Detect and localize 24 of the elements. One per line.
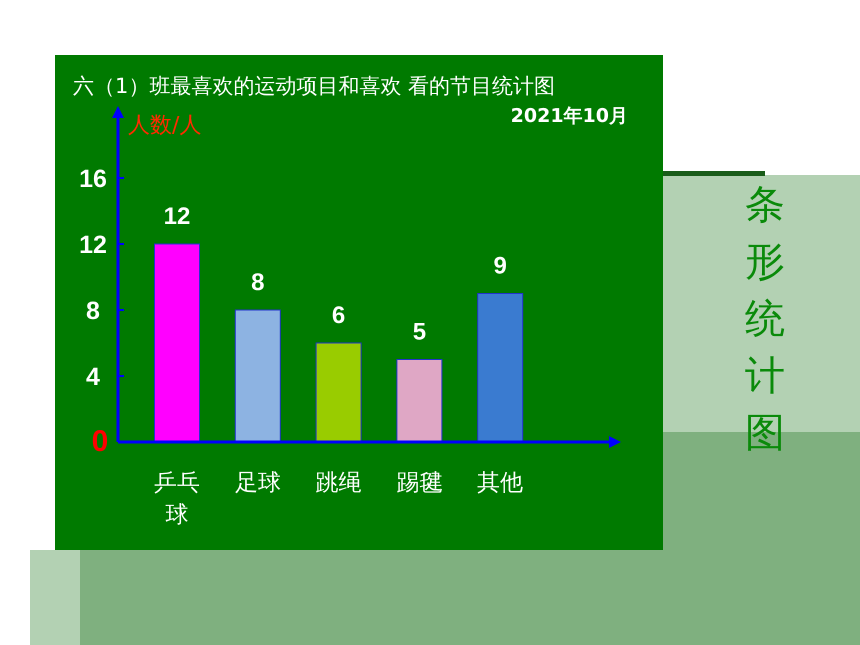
data-label: 6 <box>332 302 346 329</box>
x-tick-label: 其他 <box>477 470 524 496</box>
bar <box>234 310 281 442</box>
y-tick-label: 12 <box>79 231 107 259</box>
y-tick-label: 0 <box>92 425 108 458</box>
data-label: 8 <box>251 269 264 296</box>
y-tick-label: 4 <box>86 363 100 391</box>
bar <box>154 244 200 442</box>
x-tick-label: 踢毽 <box>396 470 442 496</box>
y-tick-label: 8 <box>86 297 100 325</box>
bar <box>316 342 362 442</box>
x-tick-label: 跳绳 <box>316 470 362 496</box>
data-label: 12 <box>164 203 190 230</box>
data-label: 9 <box>494 252 507 280</box>
bar <box>396 359 442 442</box>
data-label: 5 <box>412 318 426 346</box>
chart-title: 六（1）班最喜欢的运动项目和喜欢 看的节目统计图 <box>73 74 556 98</box>
y-tick-label: 16 <box>79 165 107 193</box>
x-tick-label: 足球 <box>234 470 281 496</box>
x-tick-label: 乒乓球 <box>154 470 200 528</box>
chart-subtitle: 2021年10月 <box>510 105 628 127</box>
y-axis-title: 人数/人 <box>128 113 202 138</box>
bar <box>477 293 524 442</box>
text: 条形统计图 <box>745 182 785 456</box>
